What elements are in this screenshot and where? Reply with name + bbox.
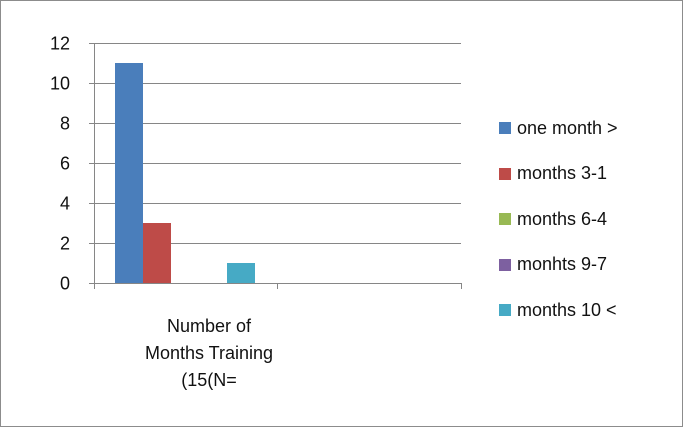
legend-swatch (499, 167, 511, 180)
y-tick-labels: 0 2 4 6 8 10 12 (50, 34, 70, 294)
legend-swatch (499, 258, 511, 271)
x-category-label-line-3: (15(N= (181, 370, 237, 390)
legend: one month > months 3-1 months 6-4 monhts… (499, 117, 618, 345)
axes (89, 43, 462, 289)
legend-item-months-6-4: months 6-4 (499, 208, 618, 230)
x-category-label: Number of Months Training (15(N= (109, 313, 309, 394)
x-category-label-line-1: Number of (166, 316, 252, 336)
legend-item-months-3-1: months 3-1 (499, 163, 618, 185)
legend-label: months 6-4 (517, 208, 608, 229)
y-tick-label: 10 (50, 74, 70, 94)
legend-label: one month > (517, 117, 618, 138)
x-category-label-line-2: Months Training (144, 343, 274, 363)
legend-swatch (499, 122, 511, 134)
y-tick-label: 6 (60, 154, 70, 174)
legend-item-months-10: months 10 < (499, 299, 618, 321)
legend-label: months 3-1 (517, 163, 608, 183)
legend-label: months 10 < (517, 299, 617, 320)
bar (227, 263, 255, 283)
y-tick-label: 8 (60, 114, 70, 134)
legend-swatch (499, 213, 511, 225)
y-tick-label: 2 (60, 234, 70, 254)
bar (115, 63, 143, 283)
bars (115, 63, 255, 283)
gridlines (94, 43, 461, 244)
legend-swatch (499, 304, 511, 316)
legend-label: monhts 9-7 (517, 254, 608, 274)
y-tick-label: 0 (60, 274, 70, 294)
y-tick-label: 4 (60, 194, 70, 214)
legend-item-months-9-7: monhts 9-7 (499, 254, 618, 276)
bar (143, 223, 171, 283)
y-tick-label: 12 (50, 34, 70, 54)
legend-item-one-month: one month > (499, 117, 618, 139)
